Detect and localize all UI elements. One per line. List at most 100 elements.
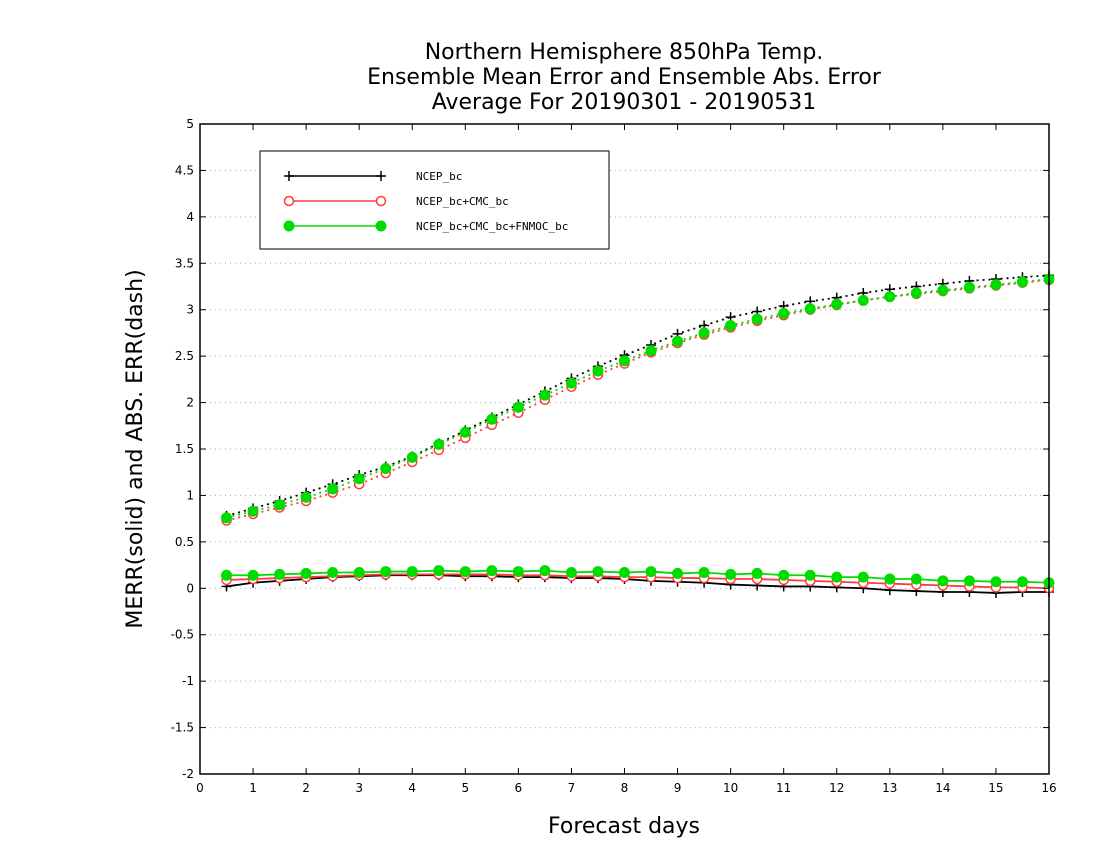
x-tick-label: 3	[355, 781, 363, 795]
point-abs-err-ncep-bc-cmc-bc-fnmoc-bc	[459, 426, 471, 438]
point-abs-err-ncep-bc-cmc-bc-fnmoc-bc	[804, 303, 816, 315]
point-merr-ncep-bc-cmc-bc-fnmoc-bc	[565, 567, 577, 578]
legend: NCEP_bc NCEP_bc+CMC_bc NCEP_bc+CMC_bc+FN…	[259, 150, 610, 250]
y-tick-label: 0.5	[175, 535, 194, 549]
point-merr-ncep-bc-cmc-bc-fnmoc-bc	[831, 571, 843, 583]
legend-marker-ncep-bc	[284, 171, 294, 181]
x-tick-label: 15	[988, 781, 1003, 795]
point-abs-err-ncep-bc-cmc-bc-fnmoc-bc	[645, 345, 657, 357]
point-merr-ncep-bc-cmc-bc-fnmoc-bc	[433, 565, 445, 577]
point-abs-err-ncep-bc-cmc-bc-fnmoc-bc	[778, 307, 790, 319]
legend-marker-ncep-bc-cmc-bc-fnmoc-bc	[283, 220, 295, 232]
point-merr-ncep-bc-cmc-bc-fnmoc-bc	[804, 569, 816, 581]
point-merr-ncep-bc-cmc-bc-fnmoc-bc	[937, 575, 949, 587]
point-merr-ncep-bc-cmc-bc-fnmoc-bc	[698, 567, 710, 578]
y-tick-label: 1.5	[175, 442, 194, 456]
legend-marker-ncep-bc-cmc-bc	[375, 195, 387, 207]
y-tick-label: -0.5	[171, 628, 194, 642]
point-merr-ncep-bc-cmc-bc-fnmoc-bc	[539, 565, 551, 577]
y-tick-label: -1.5	[171, 721, 194, 735]
point-abs-err-ncep-bc-cmc-bc-fnmoc-bc	[698, 327, 710, 339]
x-tick-label: 4	[408, 781, 416, 795]
y-tick-label: -1	[182, 674, 194, 688]
x-tick-label: 9	[674, 781, 682, 795]
point-abs-err-ncep-bc-cmc-bc-fnmoc-bc	[247, 505, 259, 517]
y-tick-label: 3.5	[175, 256, 194, 270]
point-abs-err-ncep-bc-cmc-bc-fnmoc-bc	[274, 499, 286, 511]
x-axis: 0 1 2 3 4 5 6 7 8 9 10 11 12 13 14 15 16	[196, 124, 1057, 795]
point-abs-err-ncep-bc-cmc-bc-fnmoc-bc	[990, 279, 1002, 291]
point-merr-ncep-bc-cmc-bc-fnmoc-bc	[884, 573, 896, 585]
point-abs-err-ncep-bc-cmc-bc-fnmoc-bc	[884, 291, 896, 303]
title-line-3: Average For 20190301 - 20190531	[432, 90, 817, 115]
x-tick-label: 1	[249, 781, 257, 795]
legend-marker-ncep-bc	[376, 171, 386, 181]
legend-marker-ncep-bc-cmc-bc-fnmoc-bc	[375, 220, 387, 232]
legend-box	[259, 150, 610, 250]
y-tick-label: 1	[186, 488, 194, 502]
point-merr-ncep-bc-cmc-bc-fnmoc-bc	[592, 566, 604, 578]
point-merr-ncep-bc-cmc-bc-fnmoc-bc	[857, 571, 869, 583]
point-merr-ncep-bc-cmc-bc-fnmoc-bc	[963, 575, 975, 587]
legend-marker-ncep-bc-cmc-bc-fnmoc-bc	[375, 220, 387, 232]
point-merr-ncep-bc-cmc-bc-fnmoc-bc	[486, 565, 498, 577]
legend-entry-ncep-bc: NCEP_bc	[284, 170, 462, 183]
legend-marker-ncep-bc-cmc-bc-fnmoc-bc	[283, 220, 295, 232]
point-abs-err-ncep-bc-cmc-bc-fnmoc-bc	[725, 320, 737, 331]
point-abs-err-ncep-bc-cmc-bc-fnmoc-bc	[486, 413, 498, 425]
point-abs-err-ncep-bc-cmc-bc-fnmoc-bc	[751, 313, 763, 325]
y-axis: -2 -1.5 -1 -0.5 0 0.5 1 1.5 2 2.5 3 3.5 4 4.5 5	[171, 117, 1049, 781]
y-tick-label: 5	[186, 117, 194, 131]
point-merr-ncep-bc-cmc-bc-fnmoc-bc	[619, 567, 630, 578]
point-abs-err-ncep-bc-cmc-bc-fnmoc-bc	[327, 483, 339, 495]
legend-label-ncep-bc: NCEP_bc	[416, 170, 462, 183]
point-merr-ncep-bc-cmc-bc-fnmoc-bc	[353, 567, 365, 578]
point-merr-ncep-bc-cmc-bc-fnmoc-bc	[672, 567, 684, 579]
point-abs-err-ncep-bc-cmc-bc-fnmoc-bc	[221, 512, 233, 524]
point-merr-ncep-bc-cmc-bc-fnmoc-bc	[645, 566, 657, 578]
legend-entry-ncep-bc-cmc-bc-fnmoc-bc: NCEP_bc+CMC_bc+FNMOC_bc	[283, 220, 568, 233]
point-abs-err-ncep-bc-cmc-bc-fnmoc-bc	[406, 451, 418, 463]
point-merr-ncep-bc-cmc-bc-fnmoc-bc	[910, 573, 922, 585]
point-abs-err-ncep-bc-cmc-bc-fnmoc-bc	[433, 438, 445, 450]
point-abs-err-ncep-bc-cmc-bc-fnmoc-bc	[963, 281, 975, 293]
x-tick-label: 2	[302, 781, 310, 795]
point-abs-err-ncep-bc-cmc-bc-fnmoc-bc	[857, 294, 869, 306]
y-tick-label: 4	[186, 210, 194, 224]
point-merr-ncep-bc-cmc-bc-fnmoc-bc	[778, 569, 790, 581]
point-merr-ncep-bc-cmc-bc-fnmoc-bc	[274, 568, 286, 580]
legend-marker-ncep-bc	[284, 171, 294, 181]
point-abs-err-ncep-bc-cmc-bc-fnmoc-bc	[565, 377, 577, 389]
x-tick-label: 7	[568, 781, 576, 795]
chart-title: Northern Hemisphere 850hPa Temp. Ensembl…	[367, 40, 882, 115]
point-abs-err-ncep-bc-cmc-bc-fnmoc-bc	[353, 473, 365, 485]
y-tick-label: 3	[186, 303, 194, 317]
x-tick-label: 8	[621, 781, 629, 795]
point-abs-err-ncep-bc-cmc-bc-fnmoc-bc	[672, 335, 684, 347]
legend-label-ncep-bc-cmc-bc-fnmoc-bc: NCEP_bc+CMC_bc+FNMOC_bc	[416, 220, 568, 233]
point-merr-ncep-bc-cmc-bc-fnmoc-bc	[380, 566, 392, 578]
point-abs-err-ncep-bc-cmc-bc-fnmoc-bc	[619, 355, 630, 367]
series-ncep-bc-cmc-bc-fnmoc-bc	[221, 273, 1055, 589]
x-tick-label: 13	[882, 781, 897, 795]
point-merr-ncep-bc-cmc-bc-fnmoc-bc	[327, 567, 339, 578]
point-abs-err-ncep-bc-cmc-bc-fnmoc-bc	[937, 284, 949, 296]
legend-label-ncep-bc-cmc-bc: NCEP_bc+CMC_bc	[416, 195, 509, 208]
point-merr-ncep-bc-cmc-bc-fnmoc-bc	[221, 569, 233, 581]
x-tick-label: 11	[776, 781, 791, 795]
y-tick-label: 2.5	[175, 349, 194, 363]
y-tick-label: 2	[186, 396, 194, 410]
y-tick-label: -2	[182, 767, 194, 781]
point-merr-ncep-bc-cmc-bc-fnmoc-bc	[300, 567, 312, 579]
x-tick-label: 0	[196, 781, 204, 795]
y-tick-label: 0	[186, 581, 194, 595]
x-tick-label: 10	[723, 781, 738, 795]
point-merr-ncep-bc-cmc-bc-fnmoc-bc	[990, 576, 1002, 588]
legend-marker-ncep-bc-cmc-bc	[283, 195, 295, 207]
x-tick-label: 5	[461, 781, 469, 795]
x-tick-label: 16	[1041, 781, 1056, 795]
title-line-2: Ensemble Mean Error and Ensemble Abs. Er…	[367, 65, 882, 90]
point-abs-err-ncep-bc-cmc-bc-fnmoc-bc	[539, 389, 551, 401]
